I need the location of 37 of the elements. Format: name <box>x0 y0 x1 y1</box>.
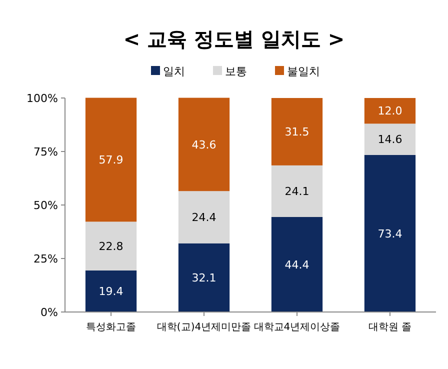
data-label: 19.4 <box>98 285 124 298</box>
bar <box>85 222 137 270</box>
y-tick-label: 0% <box>40 306 58 319</box>
data-label: 12.0 <box>378 104 402 118</box>
bar <box>364 98 416 124</box>
data-label: 14.6 <box>378 133 402 146</box>
bar <box>271 165 323 217</box>
data-label: 22.8 <box>98 240 124 253</box>
y-tick-label: 25% <box>34 252 58 266</box>
data-label: 43.6 <box>192 138 216 152</box>
legend-label: 보통 <box>225 65 247 78</box>
y-tick-label: 50% <box>34 198 58 212</box>
bar <box>271 216 323 312</box>
chart-title: < 교육 정도별 일치도 > <box>123 27 345 51</box>
data-label: 24.1 <box>284 185 310 198</box>
bar <box>178 191 230 244</box>
bar <box>178 98 230 192</box>
y-tick-label: 100% <box>26 92 58 105</box>
data-label: 31.5 <box>284 126 310 139</box>
bar <box>85 270 137 312</box>
bar <box>364 124 416 155</box>
bar <box>85 98 137 222</box>
x-tick-label: 대학(교)4년제미만졸 <box>156 322 252 333</box>
legend-label: 일치 <box>163 65 185 78</box>
data-label: 24.4 <box>192 211 216 224</box>
data-label: 32.1 <box>192 272 216 285</box>
bar <box>178 243 230 312</box>
x-tick-label: 특성화고졸 <box>86 322 136 333</box>
x-tick-label: 대학원 졸 <box>368 322 412 333</box>
bar <box>364 154 416 312</box>
data-label: 44.4 <box>284 258 310 272</box>
bar <box>271 98 323 166</box>
data-label: 73.4 <box>378 227 402 240</box>
x-tick-label: 대학교4년제이상졸 <box>254 322 340 333</box>
data-label: 57.9 <box>98 154 124 167</box>
y-tick-label: 75% <box>34 145 58 158</box>
legend-label: 불일치 <box>287 65 320 78</box>
